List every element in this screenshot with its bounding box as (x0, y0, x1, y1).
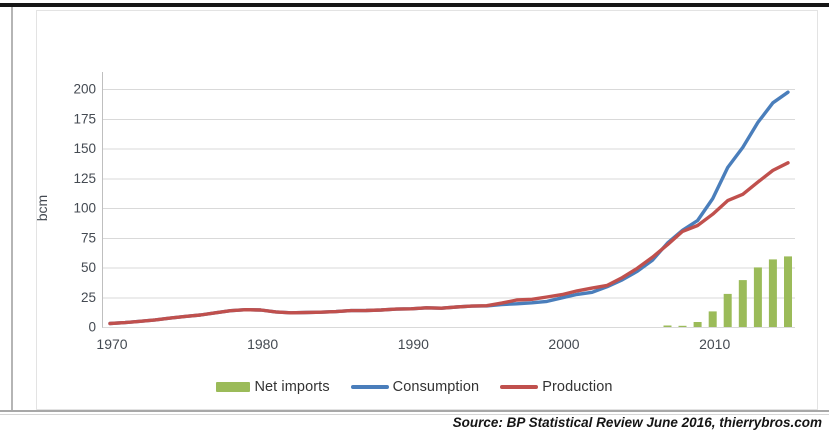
x-tick-1990: 1990 (398, 336, 429, 352)
legend-label-consumption: Consumption (392, 379, 480, 395)
y-axis-title: bcm (34, 195, 50, 221)
net-imports-bar-2013 (753, 267, 762, 327)
y-tick-50: 50 (81, 260, 96, 275)
x-tick-2010: 2010 (699, 336, 730, 352)
net-imports-bar-2008 (678, 325, 687, 327)
legend-label-production: Production (542, 379, 613, 395)
y-tick-25: 25 (81, 290, 96, 305)
consumption-line (108, 90, 790, 326)
net-imports-bar-2012 (738, 280, 747, 327)
net-imports-bar-2007 (663, 325, 672, 327)
x-tick-1970: 1970 (96, 336, 127, 352)
legend-item-net-imports: Net imports (216, 379, 330, 395)
net-imports-bar-2009 (693, 322, 702, 327)
legend-label-net-imports: Net imports (254, 379, 330, 395)
net-imports-bar-2014 (768, 259, 777, 327)
net-imports-bar-2015 (784, 256, 792, 327)
x-tick-2000: 2000 (548, 336, 579, 352)
y-tick-0: 0 (88, 320, 96, 335)
net-imports-bar-2010 (708, 311, 717, 327)
production-line (108, 161, 790, 326)
legend-item-consumption: Consumption (350, 379, 480, 395)
y-tick-175: 175 (73, 111, 96, 126)
y-tick-200: 200 (73, 82, 96, 97)
consumption-swatch-icon (350, 384, 389, 390)
left-border-rule (11, 7, 13, 411)
y-tick-75: 75 (81, 230, 96, 245)
chart-frame (36, 10, 818, 410)
chart-legend: Net imports Consumption Production (0, 376, 829, 398)
net-imports-bar-2011 (723, 293, 732, 327)
x-tick-1980: 1980 (247, 336, 278, 352)
bottom-border-rule-outer (0, 410, 829, 412)
production-swatch-icon (500, 384, 539, 390)
y-tick-150: 150 (73, 141, 96, 156)
bottom-border-rule-inner (0, 414, 829, 415)
y-tick-125: 125 (73, 171, 96, 186)
source-note: Source: BP Statistical Review June 2016,… (452, 415, 822, 430)
top-border-rule (0, 3, 829, 7)
legend-item-production: Production (500, 379, 612, 395)
y-tick-100: 100 (73, 201, 96, 216)
net-imports-swatch-icon (216, 382, 251, 392)
